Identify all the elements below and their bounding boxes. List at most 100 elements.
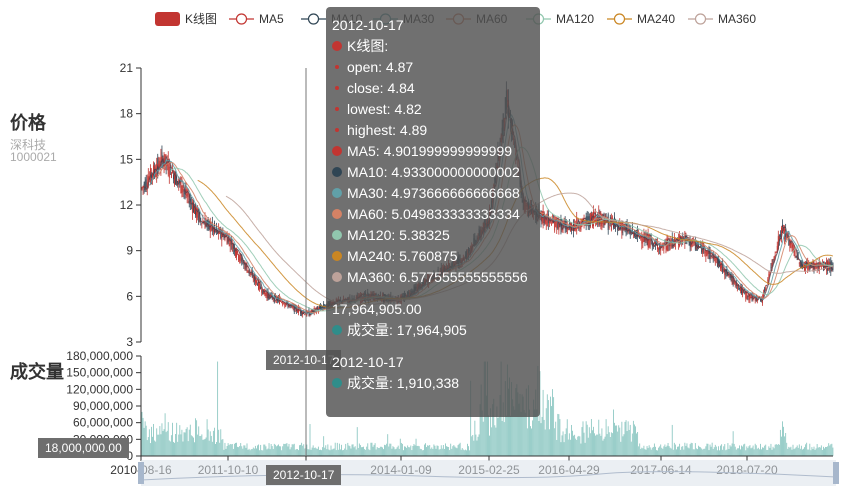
volume-bar [827,446,829,456]
volume-bar [586,424,588,456]
volume-bar [661,447,663,456]
volume-bar [415,438,417,456]
volume-bar [301,442,303,456]
volume-bar [710,446,712,456]
volume-bar [352,444,354,456]
legend-item-ma5[interactable]: MA5 [229,12,284,26]
candle-body [745,291,747,299]
volume-bar [705,446,707,456]
volume-bar [362,447,363,456]
candle-body [540,210,542,222]
legend-item-ma360[interactable]: MA360 [688,12,756,26]
volume-bar [361,447,362,456]
volume-bar [467,443,468,456]
volume-bar [616,425,618,456]
slider-track[interactable] [141,460,836,486]
candle-body [707,251,709,254]
volume-bar [378,447,380,456]
volume-bar [811,447,813,456]
volume-bar [372,446,374,456]
volume-bar [554,428,556,456]
candle-body [639,236,641,239]
volume-bar [186,427,188,456]
volume-bar [368,449,370,456]
volume-bar [694,443,696,456]
volume-bar [289,449,291,456]
volume-bar [205,437,207,456]
candle-body [766,285,768,287]
volume-bar [642,448,644,456]
volume-bar [630,441,632,456]
candle-body [602,219,604,222]
volume-bar [761,449,762,456]
volume-bar [211,441,213,456]
candle-body [794,248,796,258]
candle-body [556,218,558,229]
volume-bar [781,436,782,456]
volume-bar [365,449,367,456]
volume-bar [496,406,498,456]
volume-bar [242,448,244,456]
volume-bar [198,426,200,456]
volume-bar [433,444,435,456]
volume-bar [271,446,273,456]
candle-body [218,227,220,234]
candle-body [240,255,242,261]
candle-body [767,279,769,282]
volume-bar [469,450,471,456]
candle-body [704,251,706,254]
volume-bar [783,426,784,456]
volume-bar [160,434,162,456]
volume-bar [173,441,174,456]
volume-bar [270,444,272,456]
volume-bar [182,441,184,456]
candle-body [287,303,289,307]
volume-bar [287,446,289,456]
legend-item-ma240[interactable]: MA240 [607,12,675,26]
volume-bar [718,446,719,456]
candle-body [642,238,644,243]
volume-bar [715,446,717,456]
volume-bar [645,449,647,456]
volume-bar [202,439,204,456]
volume-bar [457,445,459,456]
tooltip-open: open: 4.87 [332,57,534,78]
volume-bar [514,409,516,456]
volume-bar [254,445,256,456]
volume-bar [330,445,332,456]
candle-body [210,226,212,231]
datazoom-slider[interactable] [138,460,839,486]
candle-body [198,211,200,223]
candle-body [765,287,767,291]
volume-bar [815,448,817,456]
candle-body [257,284,258,286]
candle-body [770,267,772,269]
candle-body [322,305,324,309]
volume-bar [704,448,706,456]
volume-bar [716,450,718,456]
volume-bar [772,446,774,456]
candle-body [775,252,777,253]
volume-bar [751,447,753,456]
volume-bar [587,437,589,456]
volume-bar [726,449,728,456]
volume-bar [714,444,716,456]
volume-bar [547,400,549,456]
volume-bar [784,436,786,456]
candle-body [319,306,320,309]
slider-handle-left[interactable] [138,462,144,484]
volume-bar [430,448,432,456]
legend-item-k线图[interactable]: K线图 [155,12,217,26]
volume-bar [770,443,772,456]
volume-bar [750,448,752,456]
volume-bar [324,447,326,456]
volume-bar [713,447,715,456]
volume-bar [778,444,780,456]
volume-bar [789,447,791,456]
candle-body [241,255,243,262]
candle-body [207,219,209,225]
candle-body [692,240,694,244]
volume-bar [757,447,759,456]
slider-handle-right[interactable] [833,462,839,484]
candle-body [219,229,221,234]
